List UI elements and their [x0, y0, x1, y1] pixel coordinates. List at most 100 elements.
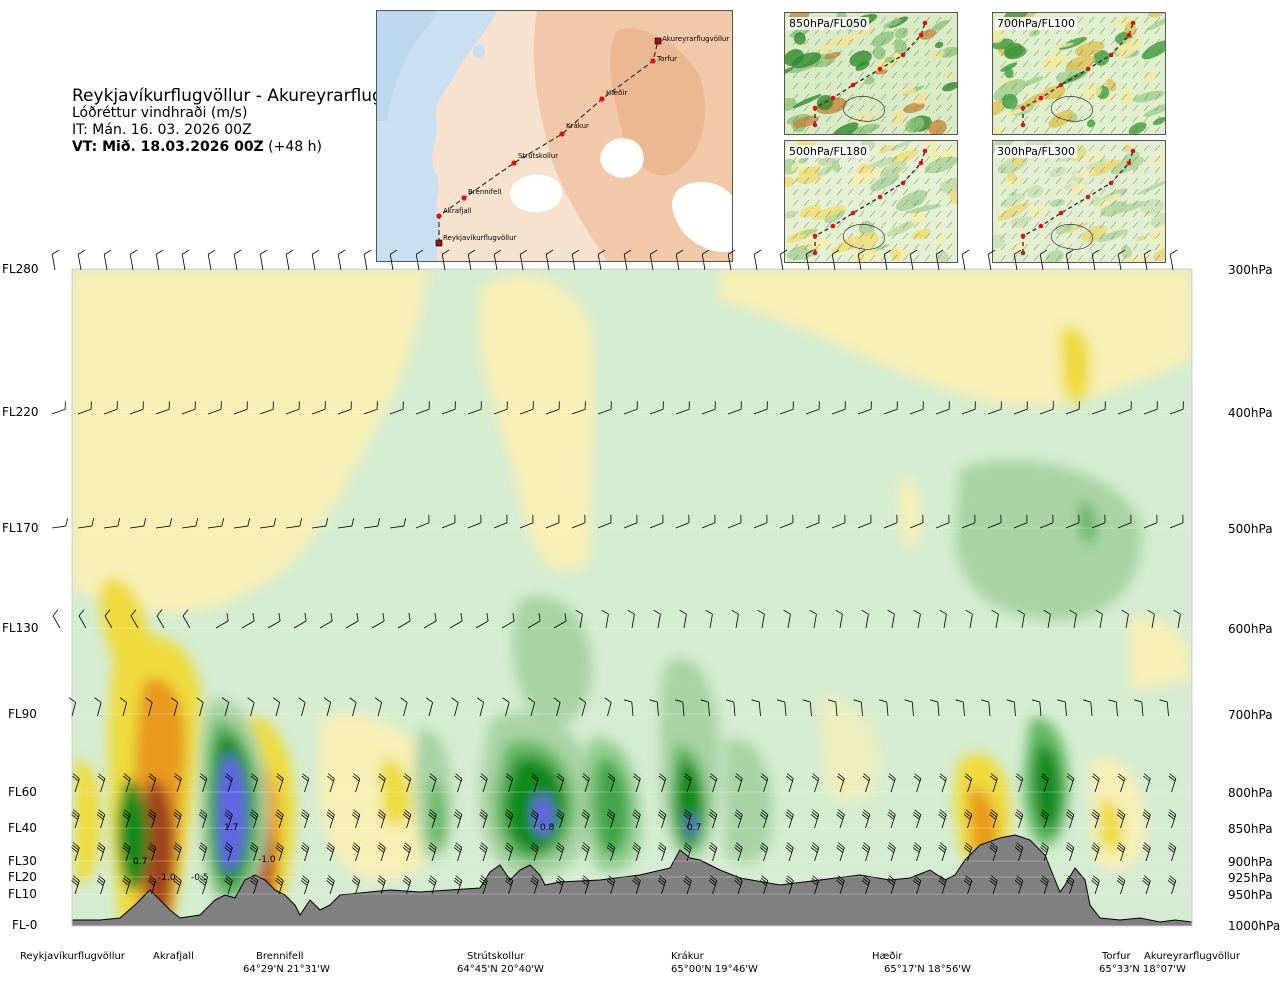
wind-barb-feather [1169, 809, 1177, 815]
wind-barb-feather [148, 844, 156, 851]
wind-barb [1120, 778, 1126, 793]
mini-wind-barb [1033, 254, 1040, 262]
wind-barb-feather [198, 814, 206, 820]
mini-wind-barb [1110, 104, 1117, 112]
wind-barb [482, 814, 488, 829]
wind-barb-feather [939, 811, 946, 818]
mini-wind-barb [1044, 71, 1051, 79]
wind-barb-feather [378, 842, 386, 848]
wind-barb-feather [607, 844, 615, 851]
wind-barb-feather [887, 814, 895, 820]
wind-barb-feather [1142, 814, 1150, 820]
level-field-blob [1128, 122, 1147, 134]
wind-barb-feather [913, 775, 921, 782]
wind-barb-feather [480, 811, 487, 818]
wind-barb [1018, 847, 1024, 862]
wind-barb-feather [1091, 880, 1099, 886]
wind-barb-feather [1041, 809, 1049, 815]
wind-barb [278, 778, 284, 793]
mini-wind-barb [869, 188, 876, 196]
wind-barb [380, 880, 386, 895]
wind-barb [1143, 408, 1158, 415]
wind-barb [508, 847, 514, 862]
mini-wind-barb [1132, 254, 1139, 262]
mini-wind-barb [825, 126, 832, 134]
wind-barb-feather [608, 809, 616, 815]
wind-barb-feather [149, 842, 157, 848]
waypoint-name: Strútskollur [467, 951, 525, 962]
wind-barb [1069, 778, 1075, 793]
wind-barb-feather [990, 844, 997, 851]
wind-barb-feather [130, 609, 137, 617]
wind-barb-feather [276, 775, 283, 782]
route-points: AkureyrarflugvöllurTorfurHæðirKrákurStrú… [435, 35, 729, 247]
wind-barb-feather [888, 811, 895, 818]
wind-barb [129, 525, 144, 529]
wind-barb [635, 880, 641, 895]
wind-barb-feather [623, 699, 632, 703]
mini-wind-barb [891, 93, 898, 101]
wind-barb [1065, 408, 1080, 415]
mini-wind-barb [880, 126, 887, 134]
wind-barb-feather [338, 249, 346, 255]
wind-barb [508, 778, 514, 793]
wind-barb-feather [251, 773, 259, 779]
wind-barb [275, 702, 281, 717]
wind-barb [686, 778, 692, 793]
wind-barb [891, 614, 895, 629]
mini-wind-barb [825, 221, 832, 229]
mini-wind-barb [836, 177, 843, 185]
level-field-blob [1055, 223, 1074, 235]
wind-barb-feather [149, 875, 157, 881]
wind-barb-feather [404, 875, 412, 881]
wind-barb-feather [989, 880, 997, 886]
mini-wind-barb [1110, 71, 1117, 79]
fl-label-170: FL170 [2, 521, 39, 535]
wind-barb-feather [174, 811, 181, 818]
wind-barb [657, 614, 661, 629]
wind-barb-feather [1092, 809, 1100, 815]
level-field-blob [891, 111, 906, 126]
mini-wind-barb [1143, 27, 1150, 35]
mini-wind-barb [1154, 144, 1161, 152]
wind-barb [686, 814, 692, 829]
wind-barb-feather [455, 809, 463, 815]
mini-wind-barb [935, 93, 942, 101]
mini-wind-barb [880, 144, 887, 152]
wind-barb-feather [887, 847, 895, 853]
wind-barb-feather [627, 609, 635, 615]
wind-barb-feather [72, 809, 80, 815]
wind-barb [1120, 880, 1126, 895]
waypoint-name: Krákur [671, 951, 704, 962]
mini-wind-barb [935, 27, 942, 35]
wind-barb-feather [502, 697, 510, 703]
wind-barb [467, 408, 482, 415]
wind-barb-feather [143, 518, 147, 527]
wind-barb [1143, 522, 1158, 529]
mini-wind-barb [1022, 243, 1029, 251]
wind-barb-feather [302, 809, 310, 815]
level-field-blob [907, 204, 942, 214]
wind-barb-feather [1169, 875, 1177, 881]
mini-wind-barb [935, 210, 942, 218]
wind-barb [519, 408, 534, 415]
wind-barb [610, 880, 616, 895]
wind-barb-feather [684, 877, 691, 884]
mini-wind-barb [1143, 38, 1150, 46]
wind-barb-feather [1040, 814, 1048, 820]
wind-barb-feather [276, 842, 284, 848]
wind-barb-feather [250, 811, 258, 818]
mini-wind-barb [1011, 166, 1018, 174]
wind-barbs [51, 249, 1184, 895]
level-field-blob [1137, 180, 1165, 195]
level-panel-700-label: 700hPa/FL100 [995, 17, 1078, 30]
coastline-outline [1050, 96, 1093, 122]
level-field-blob [1042, 53, 1067, 71]
wind-barb-feather [247, 518, 251, 527]
wind-barb-feather [96, 880, 104, 886]
mini-wind-barb [1011, 232, 1018, 240]
wind-barb-feather [531, 809, 539, 815]
wind-barb [735, 614, 739, 629]
mini-wind-barb [946, 243, 953, 251]
wind-barb [125, 814, 131, 829]
